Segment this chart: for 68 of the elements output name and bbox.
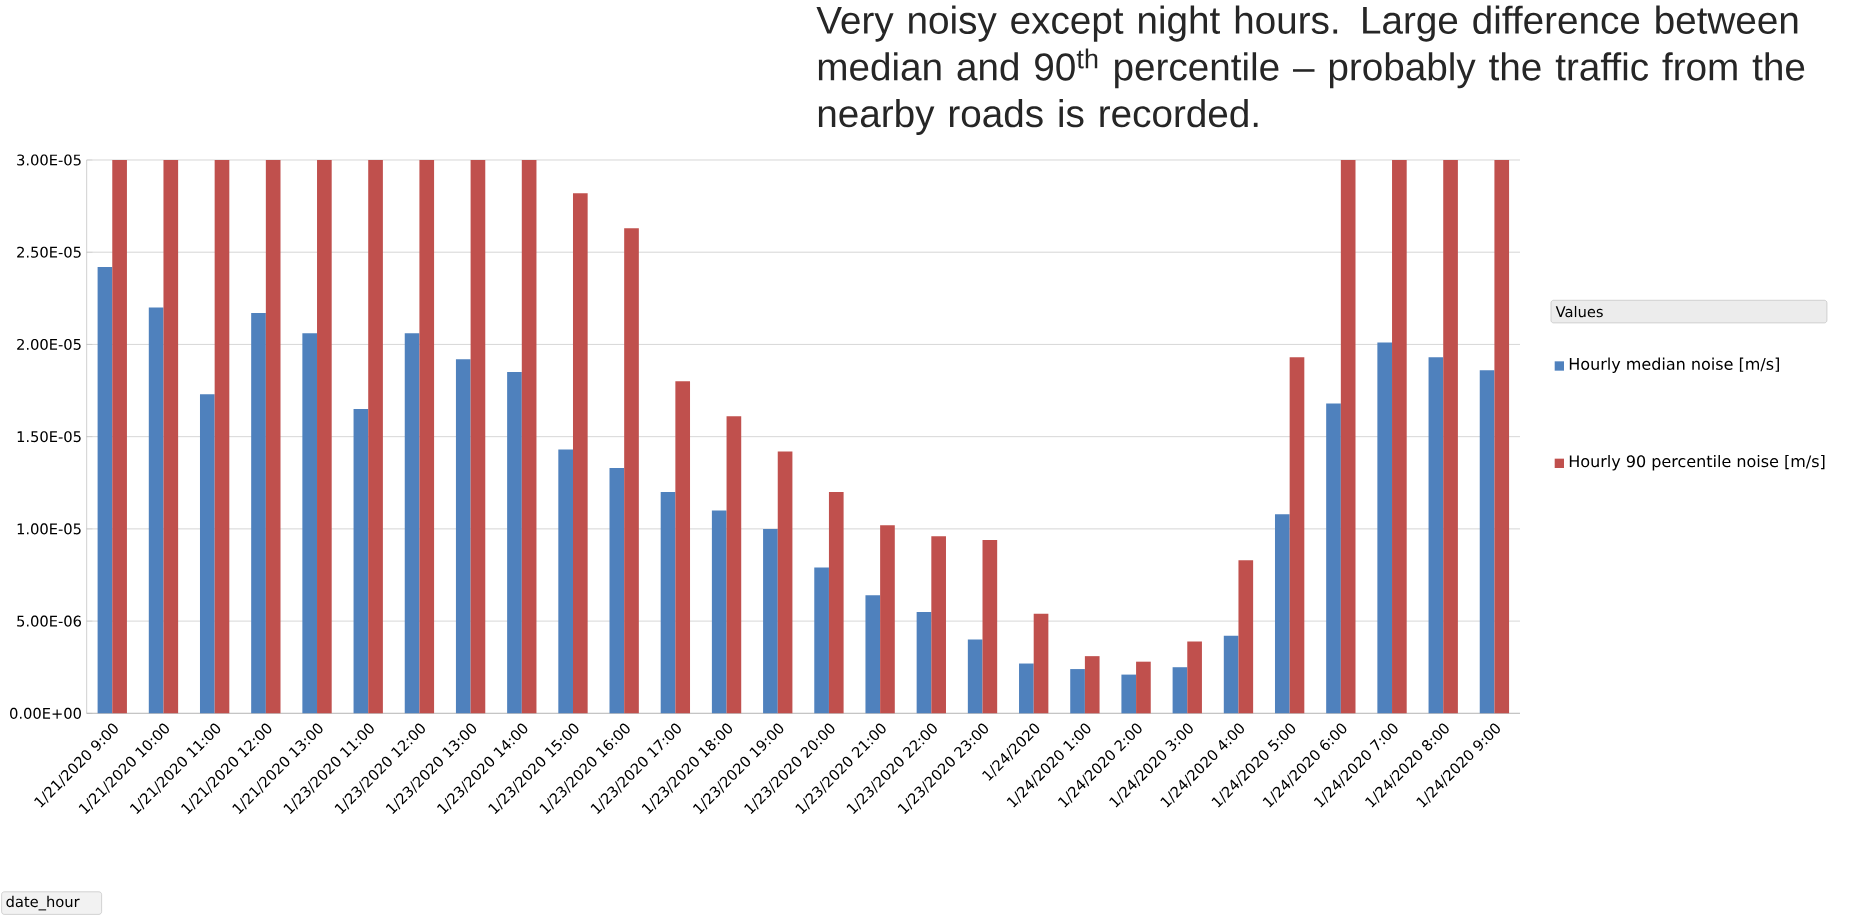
bar — [1121, 674, 1137, 714]
bar — [1392, 159, 1407, 714]
y-tick-label: 3.00E-05 — [17, 154, 81, 166]
bar — [1494, 159, 1510, 714]
bar — [726, 416, 742, 714]
bar — [982, 539, 998, 714]
bar — [404, 333, 420, 714]
bar — [609, 467, 625, 714]
bar — [302, 333, 318, 714]
bar — [967, 639, 983, 714]
bar — [97, 266, 113, 714]
bar — [828, 491, 844, 714]
bar — [711, 510, 727, 714]
bar — [1377, 342, 1393, 714]
bar — [1187, 641, 1202, 714]
bar — [675, 381, 691, 714]
bar — [624, 228, 639, 714]
bar — [455, 359, 471, 714]
y-tick-label: 2.50E-05 — [17, 246, 81, 258]
bar — [1479, 370, 1495, 714]
bar — [265, 159, 281, 714]
bar — [777, 451, 793, 714]
bar — [419, 159, 435, 714]
bar — [916, 611, 932, 714]
bar — [1274, 513, 1290, 714]
bar — [558, 449, 573, 714]
y-tick-label: 0.00E+00 — [10, 707, 81, 719]
bar — [572, 193, 588, 714]
bar — [1033, 613, 1049, 714]
bar — [214, 159, 230, 714]
bar — [1443, 159, 1458, 714]
bar — [251, 312, 266, 714]
bar — [1136, 661, 1151, 714]
legend-label: Hourly 90 percentile noise [m/s] — [1569, 454, 1825, 471]
bar — [317, 159, 332, 714]
bar — [353, 408, 369, 714]
bar — [1223, 635, 1239, 714]
bar — [368, 159, 383, 714]
bar — [660, 491, 676, 714]
bar — [931, 536, 946, 714]
bar — [1019, 663, 1034, 714]
legend-label: Hourly median noise [m/s] — [1569, 357, 1779, 373]
bar — [1084, 655, 1100, 714]
bar — [199, 394, 215, 714]
text: date_hour — [6, 895, 80, 911]
y-tick-label: 1.00E-05 — [17, 523, 81, 535]
bar — [1289, 357, 1305, 714]
bar — [163, 159, 179, 714]
bar — [507, 371, 522, 714]
bar — [470, 159, 486, 714]
y-tick-label: 2.00E-05 — [17, 338, 81, 350]
text: Very noisy except night hours. Large difference between median and 90$^{th}$ percentile – probably the traffic from the nearby roads is recorded. — [816, 5, 1805, 135]
legend-title: Values — [1555, 305, 1603, 318]
bar — [1326, 403, 1341, 714]
bar — [112, 159, 127, 714]
bar — [814, 567, 829, 714]
y-tick-label: 1.50E-05 — [17, 430, 81, 443]
y-tick-label: 5.00E-06 — [17, 615, 82, 627]
bar — [1172, 667, 1188, 714]
bar — [1070, 668, 1085, 714]
bar — [763, 528, 778, 714]
bar — [1428, 357, 1444, 714]
bar — [521, 159, 537, 714]
bar — [1238, 560, 1254, 714]
bar — [880, 525, 895, 714]
bar — [1340, 159, 1356, 714]
bar — [148, 307, 164, 714]
bar — [865, 595, 881, 714]
